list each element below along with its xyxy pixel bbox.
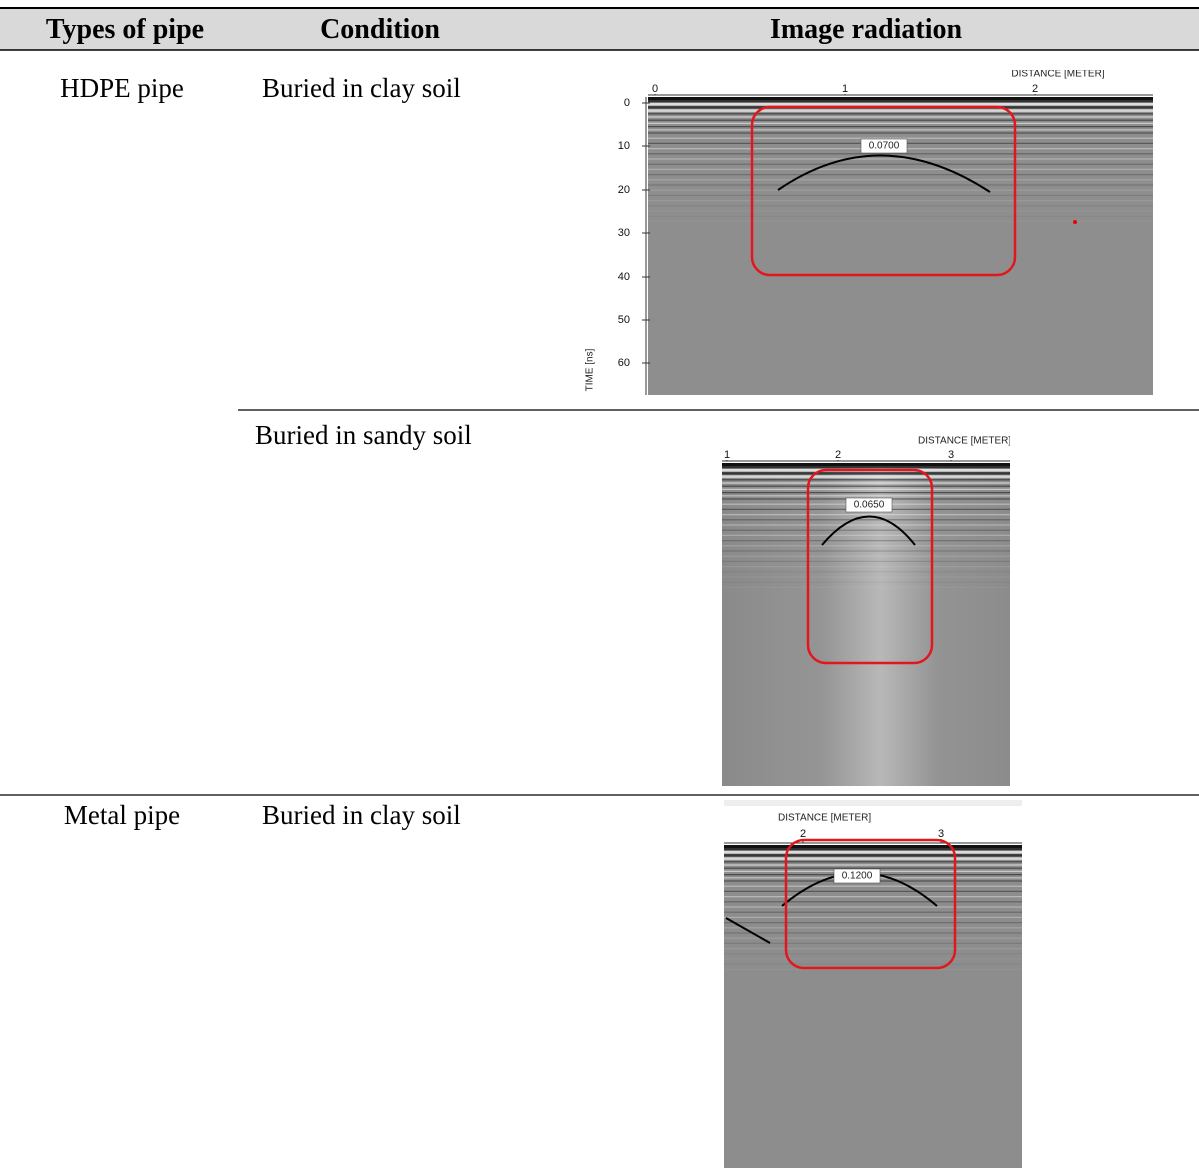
x-tick-label: 0 bbox=[652, 83, 658, 95]
marker-label: 0.0700 bbox=[869, 141, 900, 152]
marker-label: 0.1200 bbox=[842, 871, 873, 882]
condition-cell: Buried in sandy soil bbox=[255, 420, 472, 450]
header-cell: Types of pipe bbox=[46, 14, 204, 45]
y-tick-label: 60 bbox=[618, 357, 630, 369]
x-tick-label: 3 bbox=[938, 828, 944, 840]
x-tick-label: 2 bbox=[800, 828, 806, 840]
surface bbox=[722, 463, 1010, 466]
page: Types of pipe Condition Image radiation … bbox=[0, 0, 1199, 1175]
y-tick-label: 20 bbox=[618, 184, 630, 196]
table: Types of pipe Condition Image radiation … bbox=[0, 0, 1199, 1175]
y-axis-title: TIME [ns] bbox=[585, 348, 596, 391]
x-tick-label: 1 bbox=[842, 83, 848, 95]
surface bbox=[648, 97, 1153, 100]
radargram: DISTANCE [METER] 2 3 0.1200 bbox=[724, 800, 1022, 1168]
pipe-cell: HDPE pipe bbox=[60, 73, 184, 103]
x-tick-label: 2 bbox=[1032, 83, 1038, 95]
y-tick-label: 0 bbox=[624, 97, 630, 109]
y-tick-label: 10 bbox=[618, 140, 630, 152]
x-tick-label: 1 bbox=[724, 449, 730, 461]
x-tick-label: 2 bbox=[835, 449, 841, 461]
axis-title: DISTANCE [METER] bbox=[918, 436, 1011, 447]
surface bbox=[724, 845, 1022, 848]
y-tick-label: 30 bbox=[618, 227, 630, 239]
dot bbox=[1073, 220, 1077, 224]
axis-title: DISTANCE [METER] bbox=[1011, 69, 1104, 80]
condition-cell: Buried in clay soil bbox=[262, 800, 461, 830]
pipe-cell: Metal pipe bbox=[64, 800, 180, 830]
radargram: DISTANCE [METER] 1 2 3 0.0650 bbox=[722, 436, 1011, 786]
header-strip bbox=[724, 800, 1022, 806]
condition-cell: Buried in clay soil bbox=[262, 73, 461, 103]
header-cell: Image radiation bbox=[770, 14, 963, 45]
x-tick-label: 3 bbox=[948, 449, 954, 461]
y-tick-label: 50 bbox=[618, 314, 630, 326]
marker-label: 0.0650 bbox=[854, 500, 885, 511]
axis-title: DISTANCE [METER] bbox=[778, 813, 871, 824]
y-tick-label: 40 bbox=[618, 271, 630, 283]
header-cell: Condition bbox=[320, 14, 440, 45]
plot-bg bbox=[724, 845, 1022, 1168]
